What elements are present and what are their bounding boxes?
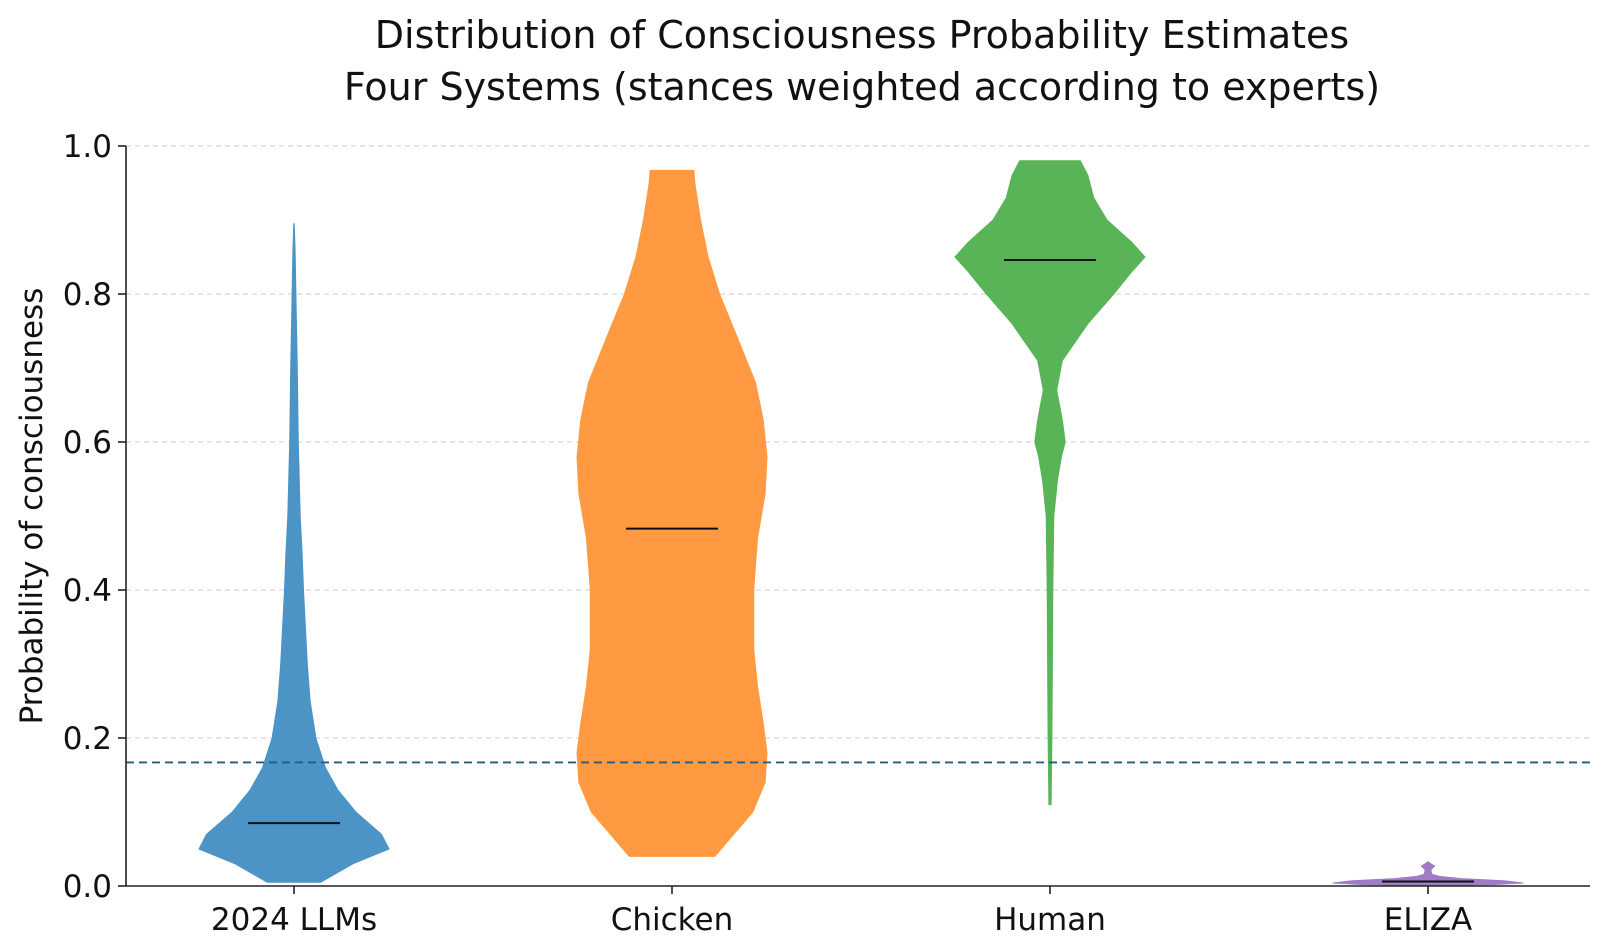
gridlines: [126, 145, 1590, 739]
violin-chicken: [576, 169, 768, 857]
x-tick-label-1: Chicken: [611, 902, 734, 938]
violin-eliza: [1332, 861, 1524, 887]
y-tick-label-0: 0.0: [63, 869, 112, 905]
x-tick-label-2: Human: [994, 902, 1106, 938]
y-tick-label-4: 0.8: [63, 277, 112, 313]
x-tick-label-3: ELIZA: [1384, 902, 1472, 938]
x-tick-label-0: 2024 LLMs: [211, 902, 377, 938]
y-tick-label-1: 0.2: [63, 721, 112, 757]
median-lines: [248, 258, 1474, 883]
x-ticks: 2024 LLMs Chicken Human ELIZA: [211, 886, 1472, 938]
violins: [198, 160, 1524, 887]
violin-human: [954, 160, 1146, 806]
y-tick-label-5: 1.0: [63, 129, 112, 165]
y-tick-label-2: 0.4: [63, 573, 112, 609]
y-axis-label: Probability of consciousness: [14, 288, 50, 725]
y-tick-label-3: 0.6: [63, 425, 112, 461]
y-ticks: 0.0 0.2 0.4 0.6 0.8 1.0: [63, 129, 126, 905]
chart-title-line-2: Four Systems (stances weighted according…: [344, 65, 1380, 109]
chart-title-line-1: Distribution of Consciousness Probabilit…: [375, 13, 1349, 57]
violin-2024-llms: [198, 223, 390, 883]
